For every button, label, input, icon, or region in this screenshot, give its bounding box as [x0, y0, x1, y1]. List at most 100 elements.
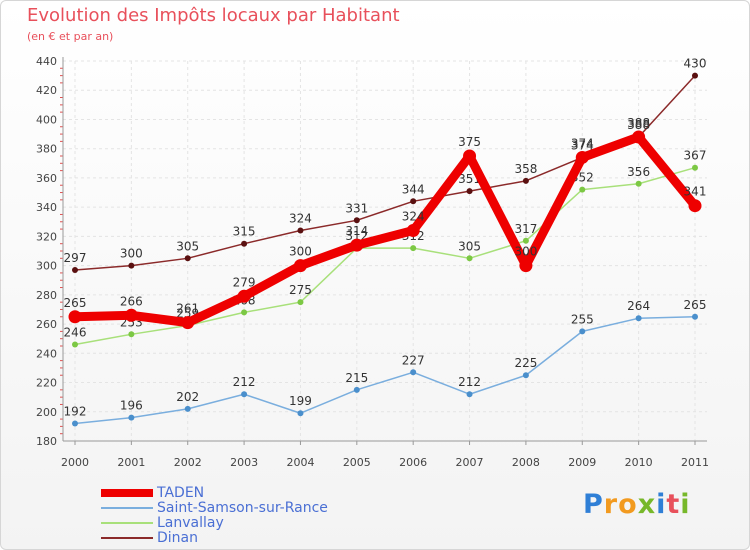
data-point-lanvallay: [297, 299, 304, 306]
data-point-taden: [406, 224, 420, 238]
legend-swatch: [101, 537, 153, 539]
y-tick-label: 380: [36, 143, 57, 156]
series-line-lanvallay: [74, 166, 696, 346]
data-point-taden: [181, 316, 195, 330]
y-tick-label: 280: [36, 289, 57, 302]
data-point-lanvallay: [128, 331, 135, 338]
data-point-saint-samson-sur-rance: [128, 414, 135, 421]
x-tick-label: 2003: [230, 456, 258, 469]
data-label-dinan: 315: [233, 225, 256, 239]
data-label-dinan: 388: [627, 118, 650, 132]
data-label-lanvallay: 317: [514, 222, 537, 236]
data-point-saint-samson-sur-rance: [241, 391, 248, 398]
data-label-saint-samson-sur-rance: 196: [120, 399, 143, 413]
data-label-saint-samson-sur-rance: 212: [233, 375, 256, 389]
data-point-saint-samson-sur-rance: [353, 386, 360, 393]
data-label-taden: 341: [684, 185, 707, 199]
data-point-saint-samson-sur-rance: [410, 369, 417, 376]
proxiti-logo: Proxiti: [583, 489, 691, 520]
data-label-taden: 300: [289, 245, 312, 259]
data-point-lanvallay: [72, 341, 78, 348]
data-point-taden: [293, 259, 307, 273]
y-tick-label: 180: [36, 435, 57, 448]
data-label-lanvallay: 367: [684, 149, 707, 163]
data-label-dinan: 331: [345, 201, 368, 215]
data-label-lanvallay: 275: [289, 283, 312, 297]
data-label-lanvallay: 356: [627, 165, 650, 179]
data-label-taden: 314: [345, 224, 368, 238]
y-tick-label: 200: [36, 406, 57, 419]
data-label-taden: 300: [514, 245, 537, 259]
y-tick-label: 260: [36, 318, 57, 331]
data-point-taden: [519, 259, 533, 273]
y-tick-label: 320: [36, 230, 57, 243]
data-label-taden: 279: [233, 275, 256, 289]
y-tick-label: 400: [36, 113, 57, 126]
x-tick-label: 2007: [456, 456, 484, 469]
data-point-saint-samson-sur-rance: [466, 391, 473, 398]
data-point-saint-samson-sur-rance: [692, 313, 698, 320]
data-label-saint-samson-sur-rance: 215: [345, 371, 368, 385]
x-tick-label: 2010: [625, 456, 653, 469]
y-tick-label: 420: [36, 84, 57, 97]
data-point-lanvallay: [466, 255, 473, 262]
legend-swatch: [101, 489, 153, 497]
legend-swatch: [101, 507, 153, 509]
data-point-taden: [575, 150, 589, 164]
data-point-taden: [350, 238, 364, 252]
data-point-saint-samson-sur-rance: [522, 372, 529, 379]
data-point-dinan: [128, 262, 135, 269]
data-point-lanvallay: [692, 164, 698, 171]
series-line-taden: [70, 132, 700, 328]
data-point-lanvallay: [579, 186, 586, 193]
data-label-taden: 388: [627, 116, 650, 130]
y-tick-label: 300: [36, 260, 57, 273]
data-point-taden: [237, 289, 251, 303]
legend-label: Saint-Samson-sur-Rance: [157, 500, 328, 516]
x-tick-label: 2001: [117, 456, 145, 469]
y-tick-label: 240: [36, 347, 57, 360]
data-point-saint-samson-sur-rance: [72, 420, 78, 427]
data-point-taden: [688, 199, 702, 213]
x-tick-label: 2006: [399, 456, 427, 469]
data-point-lanvallay: [241, 309, 248, 316]
x-tick-label: 2000: [61, 456, 89, 469]
y-tick-label: 340: [36, 201, 57, 214]
data-point-dinan: [184, 255, 191, 262]
legend-swatch: [101, 522, 153, 524]
data-label-dinan: 297: [64, 251, 87, 265]
data-point-dinan: [72, 267, 78, 273]
data-label-dinan: 300: [120, 247, 143, 261]
data-point-saint-samson-sur-rance: [184, 405, 191, 412]
x-tick-label: 2008: [512, 456, 540, 469]
data-point-dinan: [353, 217, 360, 224]
data-label-dinan: 324: [289, 212, 312, 226]
data-point-taden: [463, 149, 477, 163]
legend-label: Lanvallay: [157, 515, 224, 531]
data-point-dinan: [241, 240, 248, 247]
data-label-taden: 266: [120, 294, 143, 308]
data-point-dinan: [466, 188, 473, 195]
data-point-taden: [124, 308, 138, 322]
x-tick-label: 2004: [286, 456, 314, 469]
data-point-taden: [632, 130, 646, 144]
data-label-dinan: 430: [684, 57, 707, 71]
y-tick-label: 220: [36, 377, 57, 390]
data-point-dinan: [522, 177, 529, 184]
series-line-saint-samson-sur-rance: [74, 316, 696, 425]
data-label-saint-samson-sur-rance: 227: [402, 353, 425, 367]
x-tick-label: 2009: [568, 456, 596, 469]
data-point-dinan: [297, 227, 304, 234]
data-label-saint-samson-sur-rance: 264: [627, 299, 650, 313]
data-point-lanvallay: [635, 180, 642, 187]
data-label-taden: 375: [458, 135, 481, 149]
y-tick-label: 440: [36, 55, 57, 68]
data-label-saint-samson-sur-rance: 255: [571, 312, 594, 326]
x-tick-label: 2011: [681, 456, 709, 469]
data-label-lanvallay: 305: [458, 239, 481, 253]
data-label-dinan: 374: [571, 138, 594, 152]
data-point-saint-samson-sur-rance: [297, 410, 304, 417]
data-point-dinan: [692, 72, 698, 79]
